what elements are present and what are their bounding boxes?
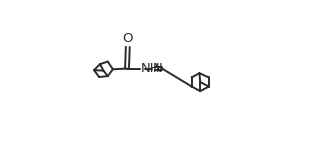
Text: N: N — [153, 62, 163, 75]
Text: NH: NH — [140, 62, 160, 76]
Text: O: O — [123, 32, 133, 45]
